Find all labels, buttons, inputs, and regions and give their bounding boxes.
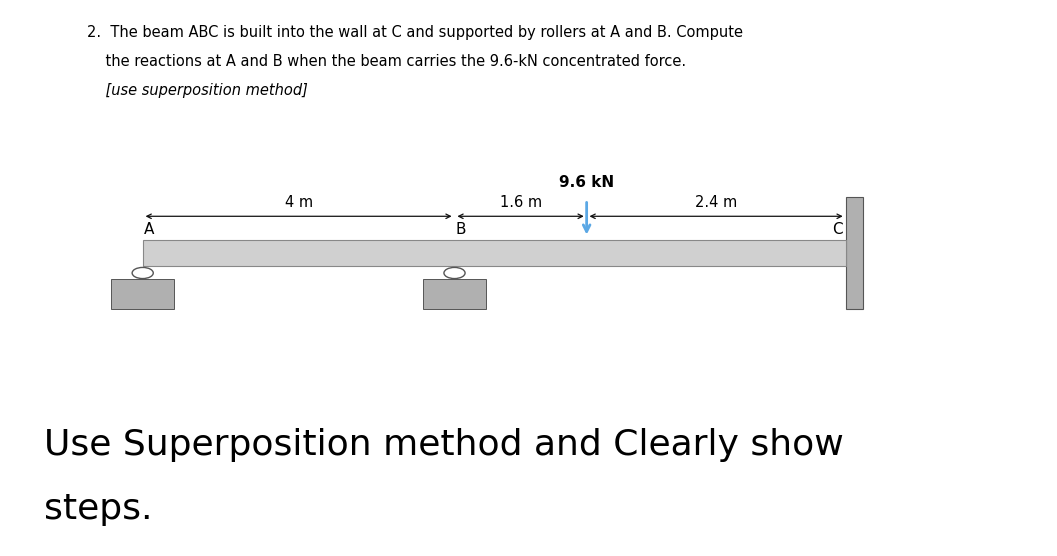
Text: steps.: steps. [44,492,153,526]
Text: 4 m: 4 m [284,195,313,210]
Bar [846,197,863,309]
Text: 2.4 m: 2.4 m [696,195,737,210]
Text: 1.6 m: 1.6 m [500,195,541,210]
Text: A: A [144,222,154,237]
Text: B: B [456,222,466,237]
Text: 9.6 kN: 9.6 kN [559,175,614,190]
Text: the reactions at A and B when the beam carries the 9.6-kN concentrated force.: the reactions at A and B when the beam c… [87,54,686,69]
Bar [111,279,174,309]
Circle shape [132,267,153,279]
Text: [use superposition method]: [use superposition method] [87,83,308,98]
Circle shape [444,267,465,279]
Text: Use Superposition method and Clearly show: Use Superposition method and Clearly sho… [44,428,845,462]
Text: 2.  The beam ABC is built into the wall at C and supported by rollers at A and B: 2. The beam ABC is built into the wall a… [87,25,743,40]
Text: C: C [832,222,842,237]
Bar [423,279,486,309]
Bar [143,240,846,266]
